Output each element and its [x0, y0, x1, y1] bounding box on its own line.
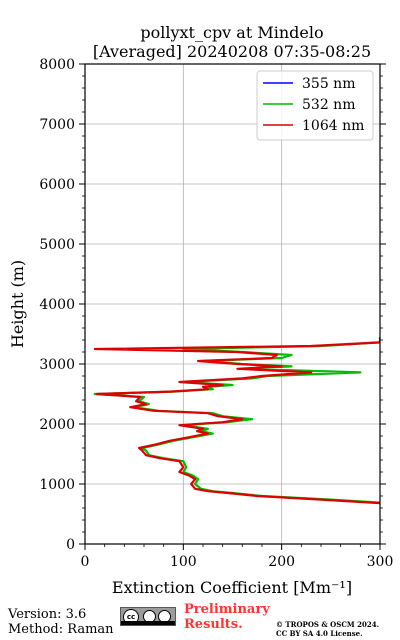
legend-box	[256, 70, 374, 141]
y-tick-label: 2000	[39, 417, 75, 433]
series-line-532-nm	[93, 341, 380, 504]
legend-label: 355 nm	[302, 76, 355, 92]
y-tick-label: 8000	[39, 57, 75, 73]
y-tick-label: 0	[66, 537, 75, 553]
axis-ticks: 0 1000 2000 3000 4000 5000 6000 7000 8000 0 100 200…	[39, 57, 393, 570]
method-text: Method: Raman	[8, 622, 114, 637]
extinction-profile-chart: 0 1000 2000 3000 4000 5000 6000 7000 8000 0 100 200…	[8, 23, 393, 597]
x-axis-label: Extinction Coefficient [Mm⁻¹]	[112, 578, 352, 597]
preliminary-line-2: Results.	[184, 617, 243, 632]
chart-subtitle: [Averaged] 20240208 07:35-08:25	[93, 42, 371, 61]
copyright-line-1: © TROPOS & OSCM 2024.	[276, 620, 380, 629]
x-tick-label: 200	[268, 554, 295, 570]
x-tick-label: 0	[81, 554, 90, 570]
x-tick-label: 100	[170, 554, 197, 570]
x-tick-label: 300	[367, 554, 394, 570]
y-tick-label: 7000	[39, 117, 75, 133]
legend-label: 532 nm	[302, 97, 355, 113]
y-axis-label: Height (m)	[8, 260, 27, 348]
copyright-line-2: CC BY SA 4.0 License.	[276, 629, 363, 638]
y-tick-label: 1000	[39, 477, 75, 493]
legend-label: 1064 nm	[302, 118, 364, 134]
series-line-1064-nm	[93, 337, 380, 505]
y-tick-label: 3000	[39, 357, 75, 373]
series-layer	[93, 337, 380, 505]
cc-license-badge: cc	[120, 607, 176, 626]
chart-title: pollyxt_cpv at Mindelo	[140, 23, 323, 42]
y-tick-label: 6000	[39, 177, 75, 193]
legend: 355 nm 532 nm 1064 nm	[256, 70, 374, 141]
license-strip	[121, 621, 175, 625]
version-text: Version: 3.6	[8, 607, 87, 622]
preliminary-results-note: Preliminary Results.	[184, 602, 270, 632]
preliminary-line-1: Preliminary	[184, 602, 270, 617]
copyright-note: © TROPOS & OSCM 2024. CC BY SA 4.0 Licen…	[276, 620, 379, 638]
y-tick-label: 5000	[39, 237, 75, 253]
y-tick-label: 4000	[39, 297, 75, 313]
